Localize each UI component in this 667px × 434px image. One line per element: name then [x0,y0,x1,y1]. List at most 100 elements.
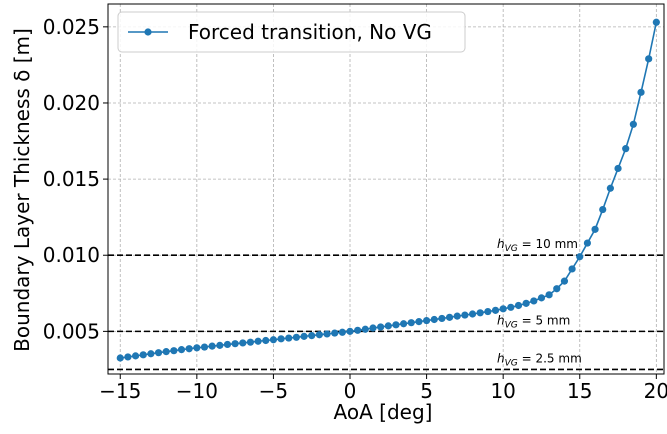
data-point [231,340,239,348]
data-point [453,312,461,320]
data-point [652,18,660,26]
data-point [384,322,392,330]
x-axis-label: AoA [deg] [334,400,433,424]
grid [108,4,664,374]
data-point [545,291,553,299]
data-point [185,345,193,353]
data-point [285,334,293,342]
plot-frame [107,3,665,375]
data-point [147,350,155,358]
data-point [507,303,515,311]
data-point [315,331,323,339]
data-point [139,351,147,359]
data-point [239,339,247,347]
data-point [407,319,415,327]
data-point [576,253,584,261]
data-point [599,205,607,214]
data-point [392,321,400,329]
data-point [154,349,163,357]
data-point [200,343,209,351]
x-tick-label: 10 [490,379,515,403]
data-point [560,277,569,285]
data-point [484,307,492,316]
data-point [177,346,186,354]
data-point [170,347,178,355]
data-point [629,120,637,128]
data-point [331,329,339,337]
data-point [461,311,469,319]
data-point [308,332,316,340]
legend-label: Forced transition, No VG [188,20,432,44]
data-point [208,342,216,350]
x-tick-label: −15 [99,379,141,403]
data-point [637,88,645,96]
data-point [323,330,331,338]
data-point [568,265,576,273]
reference-line-label: hVG = 2.5 mm [497,351,582,368]
y-tick-label: 0.020 [43,91,100,115]
x-tick-label: −10 [176,379,218,403]
y-tick-label: 0.025 [43,15,100,39]
data-point [338,328,346,336]
data-point [361,325,369,333]
legend-box [117,11,466,53]
data-point [369,324,377,332]
data-point [162,348,170,356]
data-point [514,301,523,310]
data-point [346,327,354,335]
data-point [438,314,446,323]
data-point [430,315,438,324]
data-point [553,285,561,293]
data-point [262,336,270,345]
data-point [491,306,500,314]
data-point [622,145,630,153]
data-point [354,326,362,334]
legend: Forced transition, No VG [117,11,466,53]
data-point [645,55,653,63]
data-point [468,310,477,318]
data-point [522,299,530,307]
data-point [422,316,431,325]
data-point [216,341,224,349]
data-point [445,313,454,321]
legend-marker [144,28,152,36]
data-point [537,294,546,302]
data-point [614,164,622,173]
axes [107,3,665,375]
x-tick-label: 0 [344,379,357,403]
reference-line-label: hVG = 5 mm [497,313,570,330]
y-tick-label: 0.005 [43,319,100,343]
x-tick-label: 15 [567,379,592,403]
x-tick-label: 20 [644,379,667,403]
data-point [269,336,278,344]
data-point [277,335,285,343]
data-point [377,323,385,331]
data-point [606,184,614,192]
data-point [583,239,592,247]
data-point [415,318,423,326]
data-point [246,338,255,346]
y-tick-label: 0.015 [43,167,100,191]
ticks: −15 −10 −5 0 5 10 15 20 0.005 0.010 0.015 0.020 0.02… [43,15,667,403]
data-point [476,309,484,317]
data-point [193,344,201,352]
data-point [292,333,300,341]
x-tick-label: −5 [259,379,288,403]
y-tick-label: 0.010 [43,243,100,267]
reference-lines: hVG = 10 mm hVG = 5 mm hVG = 2.5 mm [108,237,664,371]
data-point [300,332,308,340]
x-tick-label: 5 [420,379,433,403]
data-point [124,353,132,361]
reference-line-label: hVG = 10 mm [497,237,578,254]
data-point [116,354,124,362]
data-point [591,225,599,233]
series-layer [116,18,660,362]
data-point [223,340,232,349]
data-point [254,337,262,345]
series-line [120,22,658,359]
y-axis-label: Boundary Layer Thickness δ [m] [10,28,34,352]
data-point [400,320,408,328]
data-point [499,305,507,313]
